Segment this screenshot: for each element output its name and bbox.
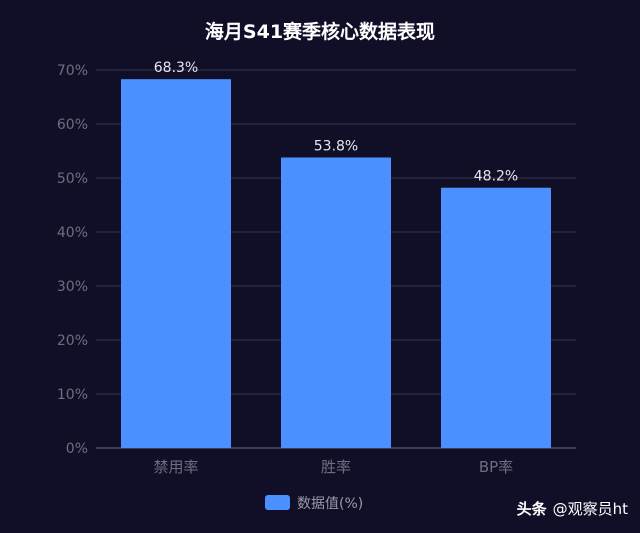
chart-title: 海月S41赛季核心数据表现 [205,20,435,43]
y-tick-label: 30% [57,279,88,295]
data-label: 53.8% [314,138,358,154]
x-tick-label: BP率 [479,458,513,476]
x-tick-label: 禁用率 [153,458,198,476]
bars-layer [121,79,551,449]
x-tick-label: 胜率 [321,458,351,476]
y-tick-label: 40% [57,225,88,241]
y-tick-label: 20% [57,333,88,349]
legend-swatch [265,495,290,510]
y-tick-label: 10% [57,387,88,403]
labels-layer: 0% 10% 20% 30% 40% 50% 60% 70% 68.3% 禁用率 53.8% 胜率 48… [57,60,518,476]
data-label: 68.3% [154,60,198,76]
y-tick-label: 50% [57,171,88,187]
y-tick-label: 70% [57,63,88,79]
bar [441,187,551,448]
bar [121,79,231,449]
watermark: 头条 @观察员ht [517,498,628,519]
y-tick-label: 0% [66,441,88,457]
data-label: 48.2% [474,169,518,185]
y-tick-label: 60% [57,117,88,133]
bar [281,157,391,449]
legend[interactable]: 数据值(%) [265,495,363,512]
watermark-handle: @观察员ht [552,500,628,518]
watermark-brand: 头条 [516,500,547,518]
legend-label: 数据值(%) [297,496,363,512]
